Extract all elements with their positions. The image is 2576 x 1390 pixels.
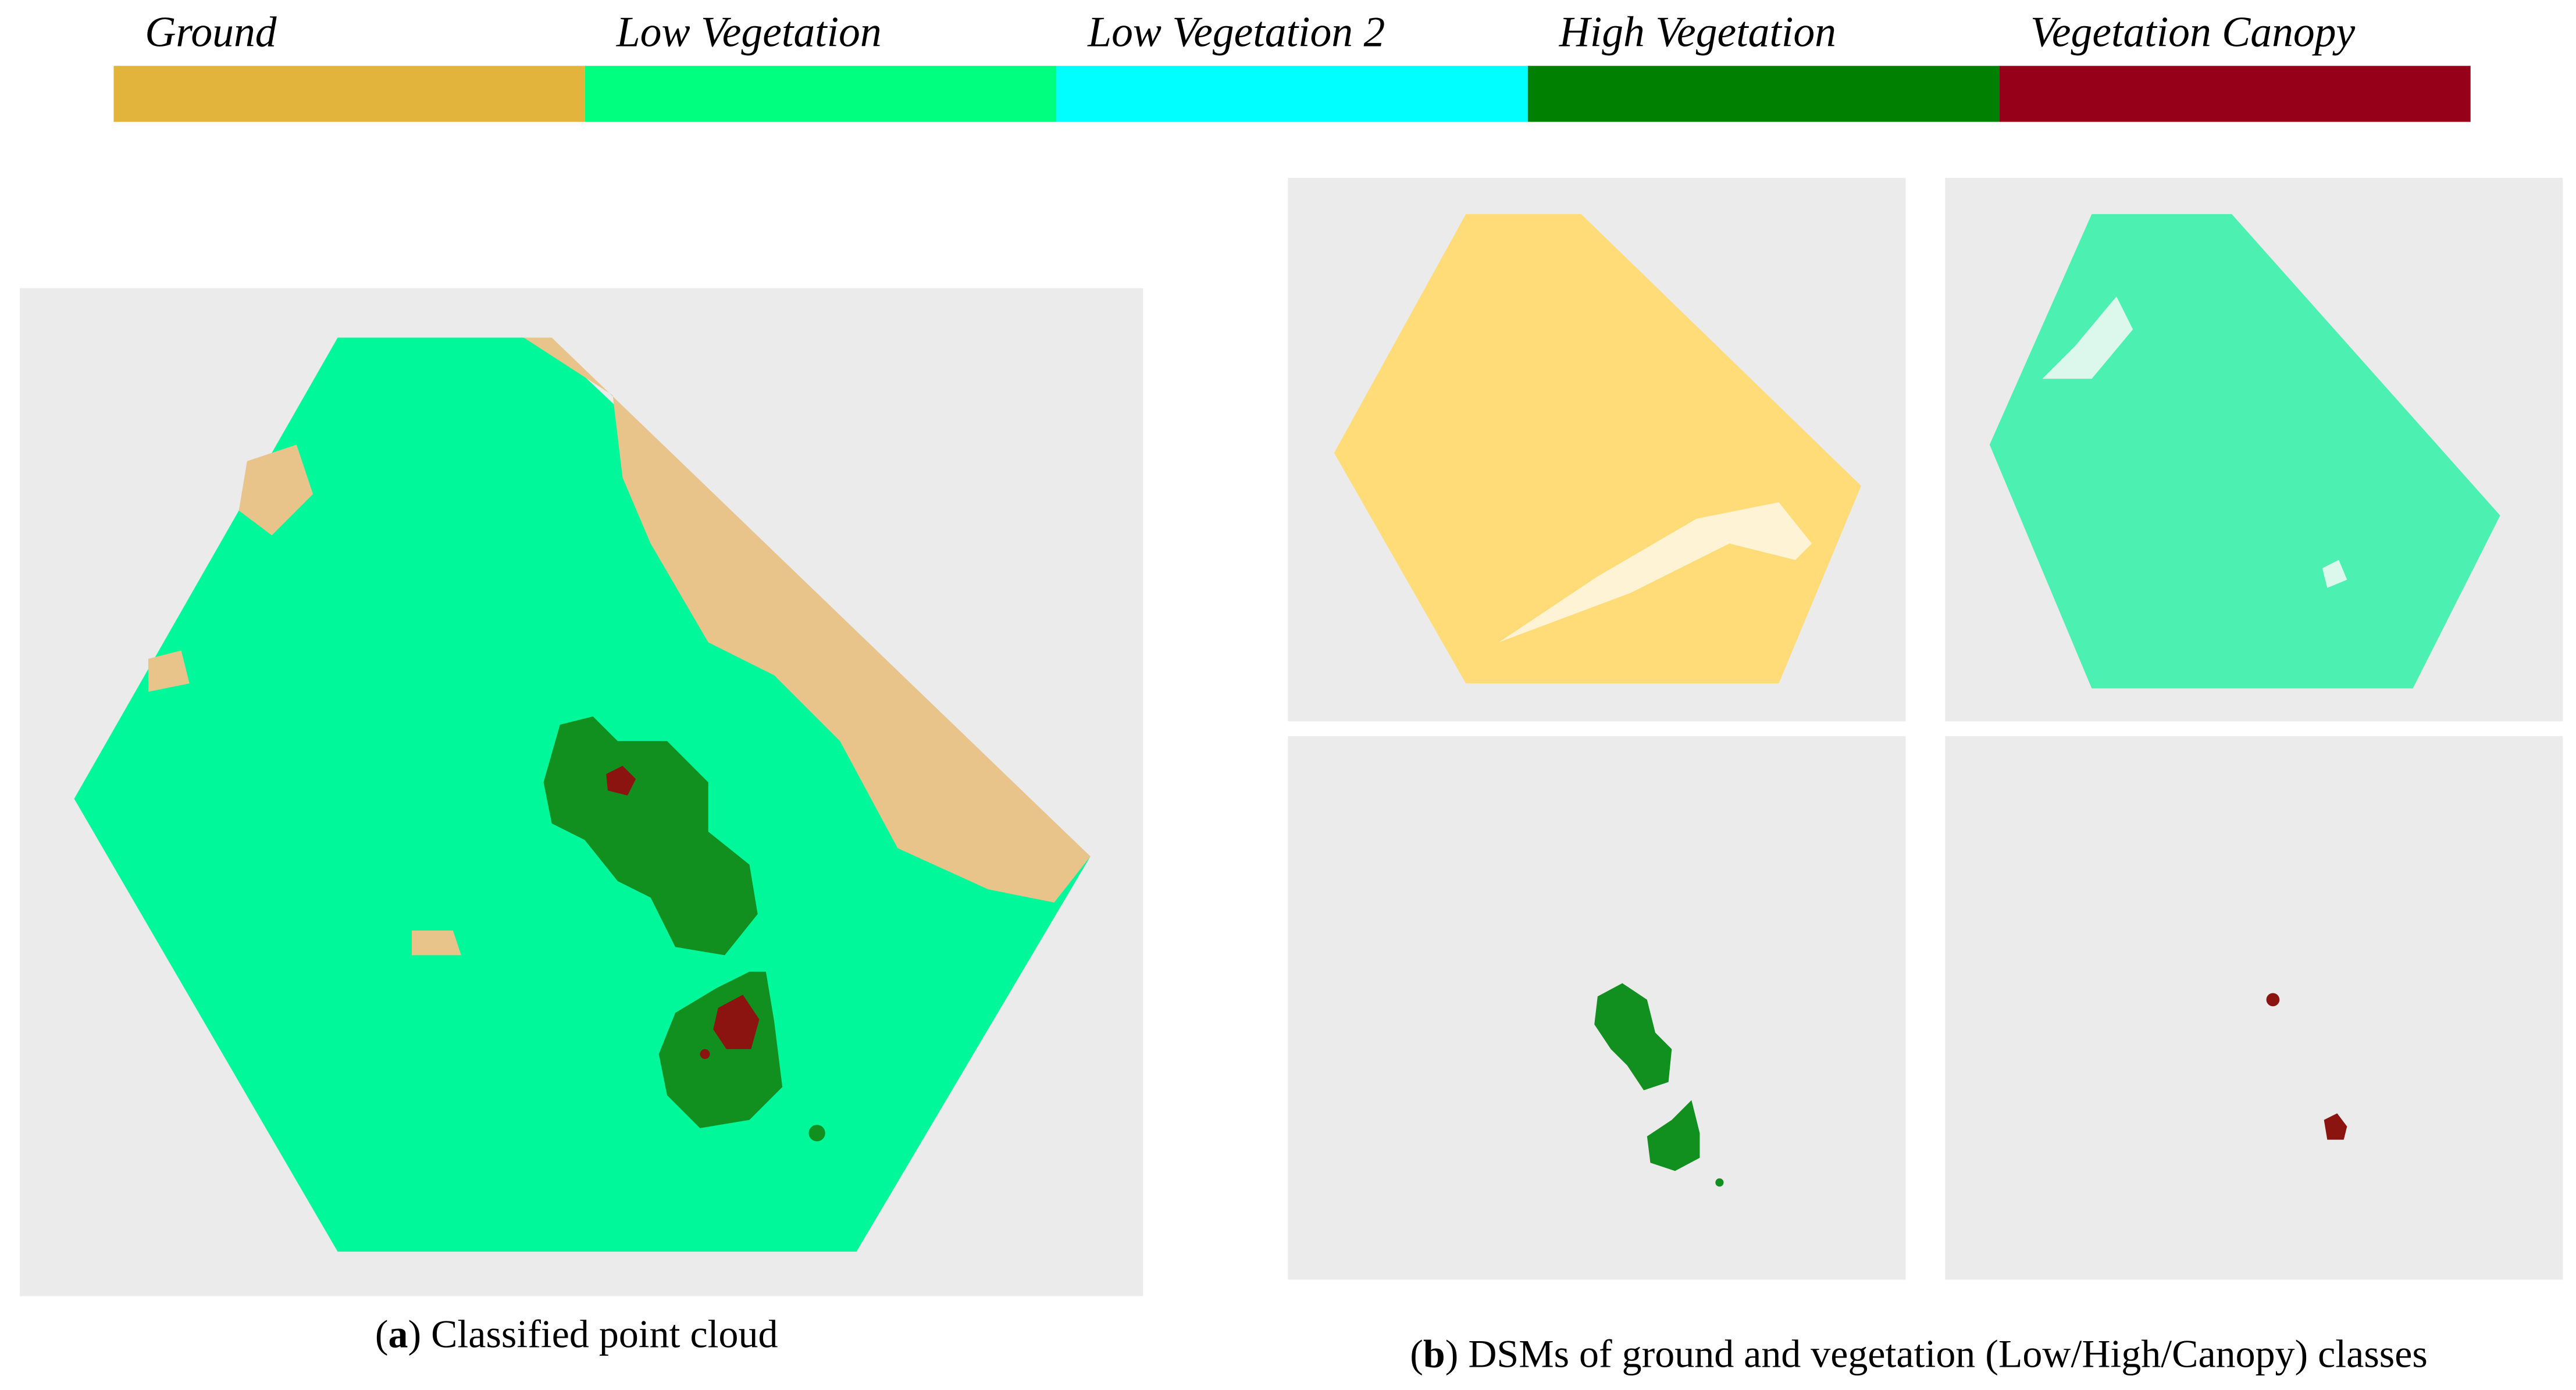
caption: (a) Classified point cloud bbox=[375, 1311, 778, 1356]
legend-label: Low Vegetation bbox=[616, 8, 882, 55]
canopy-dsm bbox=[2266, 993, 2280, 1007]
caption-label: b bbox=[1423, 1331, 1445, 1375]
vegetation-canopy bbox=[700, 1049, 710, 1059]
high-vegetation-dsm bbox=[1647, 1100, 1700, 1171]
vegetation-canopy bbox=[606, 765, 636, 796]
caption-open: ( bbox=[1410, 1331, 1423, 1375]
legend-label: Vegetation Canopy bbox=[2030, 8, 2355, 55]
caption: (b) DSMs of ground and vegetation (Low/H… bbox=[1410, 1331, 2428, 1375]
caption-text: ) Classified point cloud bbox=[408, 1311, 778, 1356]
legend-label: High Vegetation bbox=[1559, 8, 1836, 55]
ground-dsm bbox=[1334, 214, 1861, 684]
canopy-dsm bbox=[2324, 1113, 2347, 1140]
legend-swatch bbox=[1056, 66, 1528, 122]
caption-text: ) DSMs of ground and vegetation (Low/Hig… bbox=[1445, 1331, 2428, 1375]
panel-a: (a) Classified point cloud bbox=[20, 288, 1143, 1356]
legend: Ground Low Vegetation Low Vegetation 2 High… bbox=[113, 8, 2471, 122]
panel-background bbox=[1945, 736, 2563, 1280]
legend-swatch bbox=[113, 66, 585, 122]
caption-open: ( bbox=[375, 1311, 389, 1356]
high-vegetation-dsm bbox=[1594, 983, 1672, 1090]
vegetation-canopy bbox=[713, 995, 760, 1049]
high-vegetation bbox=[808, 1125, 825, 1142]
legend-label: Low Vegetation 2 bbox=[1087, 8, 1385, 55]
ground-gaps bbox=[1498, 502, 1812, 643]
legend-swatch bbox=[1999, 66, 2471, 122]
legend-label: Ground bbox=[145, 8, 276, 55]
legend-swatch bbox=[585, 66, 1057, 122]
panel-b: (b) DSMs of ground and vegetation (Low/H… bbox=[1288, 177, 2563, 1375]
high-vegetation bbox=[543, 716, 758, 956]
ground-area bbox=[523, 337, 1091, 903]
legend-swatch bbox=[1527, 66, 2000, 122]
caption-label: a bbox=[388, 1311, 408, 1356]
high-vegetation-dsm bbox=[1715, 1178, 1724, 1187]
